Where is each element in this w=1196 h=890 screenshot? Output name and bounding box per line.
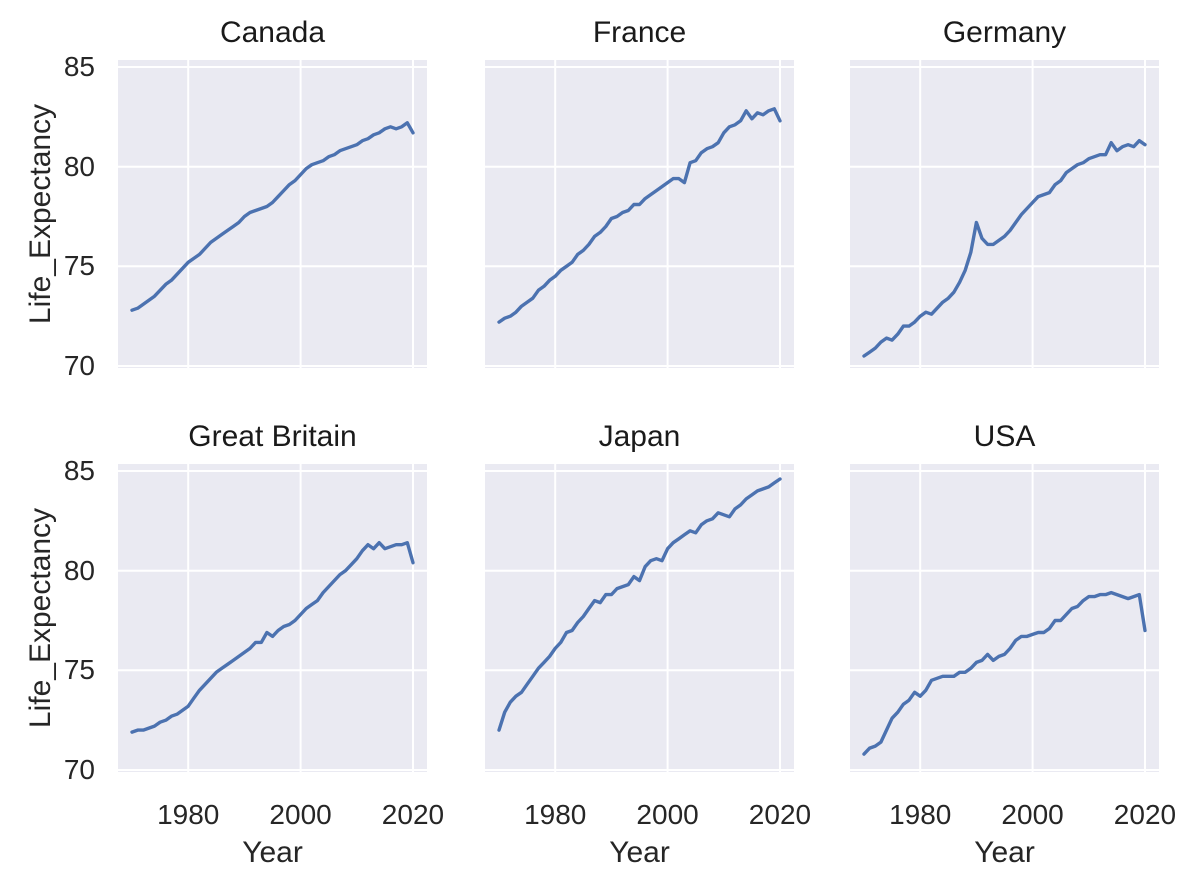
line-chart-canada [118,60,427,368]
facet-title-canada: Canada [219,16,326,49]
x-axis-label-col1: Year [242,836,303,869]
y-axis-label-bottom-row: Life_Expectancy [24,507,57,729]
line-chart-great-britain [118,464,427,772]
y-axis-label-top-row: Life_Expectancy [24,103,57,325]
x-tick-label: 2000 [1001,799,1064,830]
x-axis-label-col3: Year [974,836,1035,869]
y-tick-label: 75 [63,654,95,686]
x-tick-label: 2020 [381,799,445,830]
line-chart-usa [850,464,1159,772]
panel-france: France [485,16,794,368]
facet-title-japan: Japan [598,420,681,453]
x-axis-label-col2: Year [609,836,670,869]
facet-title-usa: USA [973,420,1036,453]
y-tick-label: 85 [63,454,95,486]
x-tick-label: 2020 [1113,799,1177,830]
line-chart-japan [485,464,794,772]
y-tick-label: 70 [63,350,95,381]
x-tick-label: 2020 [748,799,812,830]
x-tick-label: 2000 [269,799,332,830]
panel-great-britain: Great Britain [118,420,427,772]
line-chart-germany [850,60,1159,368]
facet-title-great-britain: Great Britain [188,420,357,453]
panel-usa: USA [850,420,1159,772]
facet-title-france: France [592,16,687,49]
x-tick-label: 1980 [524,799,587,830]
line-chart-france [485,60,794,368]
y-tick-label: 80 [63,554,95,586]
panel-germany: Germany [850,16,1159,368]
facet-title-germany: Germany [942,16,1067,49]
y-tick-label: 85 [63,50,95,82]
x-tick-label: 2000 [636,799,699,830]
panel-canada: Canada [118,16,427,368]
y-tick-label: 70 [63,754,95,785]
y-tick-label: 75 [63,250,95,282]
x-tick-label: 1980 [157,799,220,830]
y-tick-label: 80 [63,150,95,182]
panel-japan: Japan [485,420,794,772]
x-tick-label: 1980 [889,799,952,830]
